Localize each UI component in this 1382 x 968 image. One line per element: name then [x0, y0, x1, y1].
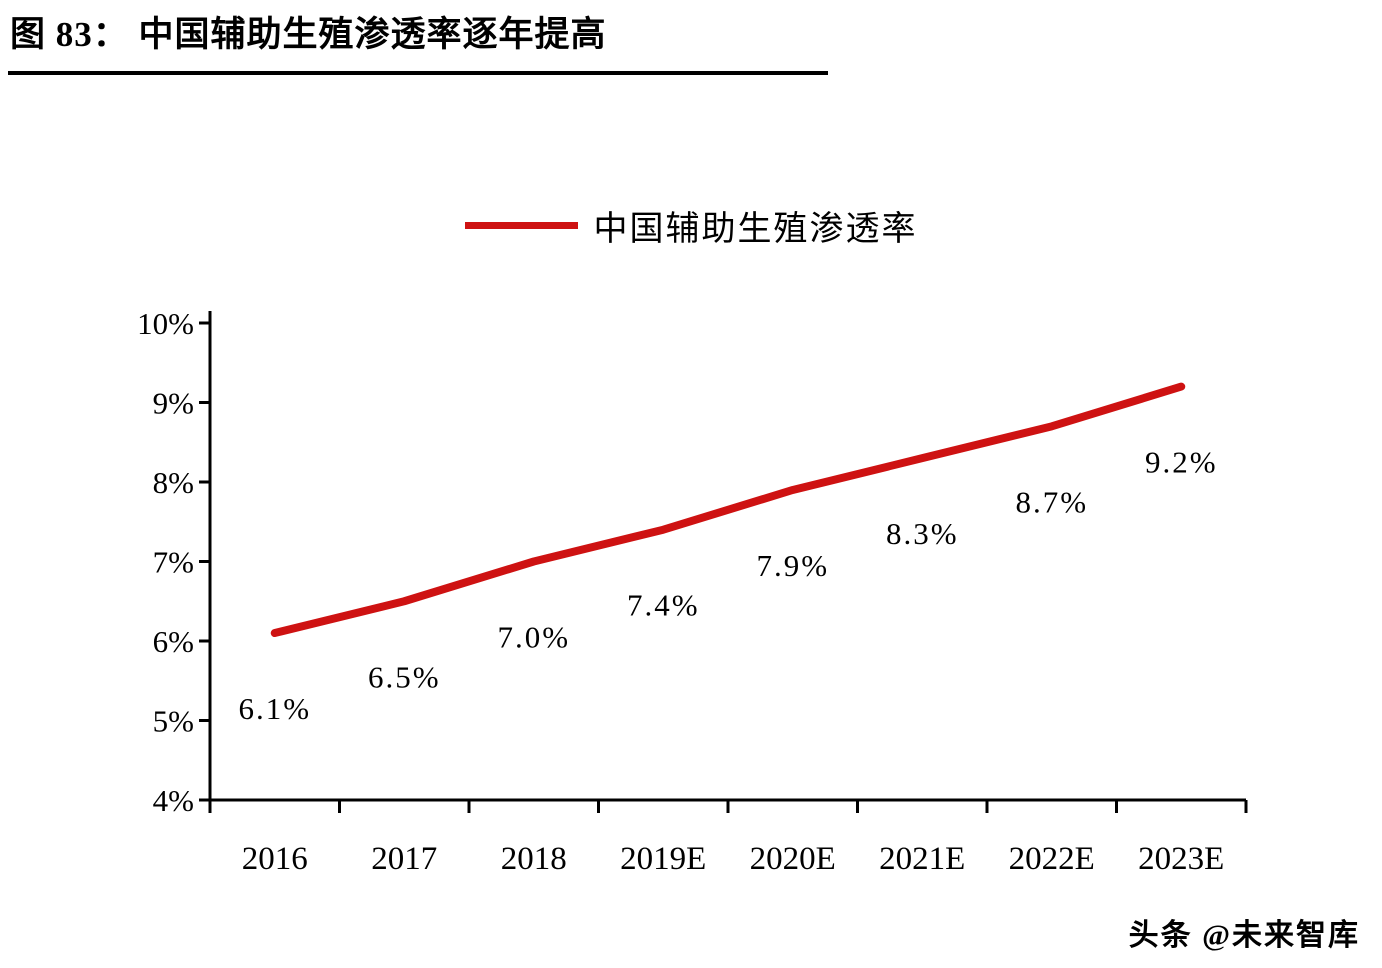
y-tick-label: 7%	[153, 545, 194, 580]
y-tick-label: 4%	[153, 783, 194, 818]
data-label: 7.9%	[756, 548, 829, 583]
data-label: 8.3%	[886, 516, 959, 551]
x-tick-label: 2017	[371, 841, 437, 877]
x-tick-label: 2018	[501, 841, 567, 877]
y-tick-label: 9%	[153, 386, 194, 421]
x-tick-label: 2021E	[879, 841, 965, 877]
series-line	[270, 382, 1186, 638]
legend-line-swatch	[464, 222, 578, 229]
x-tick-label: 2020E	[750, 841, 836, 877]
data-label: 6.5%	[368, 659, 441, 694]
x-tick-label: 2016	[242, 841, 308, 877]
data-label: 6.1%	[238, 691, 311, 726]
chart-legend: 中国辅助生殖渗透率	[0, 201, 1382, 250]
data-label: 8.7%	[1015, 484, 1088, 519]
y-tick-label: 5%	[153, 704, 194, 739]
data-label: 7.0%	[497, 620, 570, 655]
watermark: 头条 @未来智库	[1128, 919, 1360, 952]
x-tick-label: 2023E	[1138, 841, 1224, 877]
y-tick-label: 8%	[153, 465, 194, 500]
x-tick-label: 2022E	[1009, 841, 1095, 877]
figure-title: 图 83： 中国辅助生殖渗透率逐年提高	[10, 15, 607, 54]
y-tick-label: 10%	[137, 306, 194, 341]
data-label: 9.2%	[1145, 445, 1218, 480]
figure-header: 图 83： 中国辅助生殖渗透率逐年提高	[8, 0, 828, 75]
y-tick-label: 6%	[153, 624, 194, 659]
x-tick-label: 2019E	[620, 841, 706, 877]
legend-label: 中国辅助生殖渗透率	[593, 211, 918, 248]
data-label: 7.4%	[627, 588, 700, 623]
